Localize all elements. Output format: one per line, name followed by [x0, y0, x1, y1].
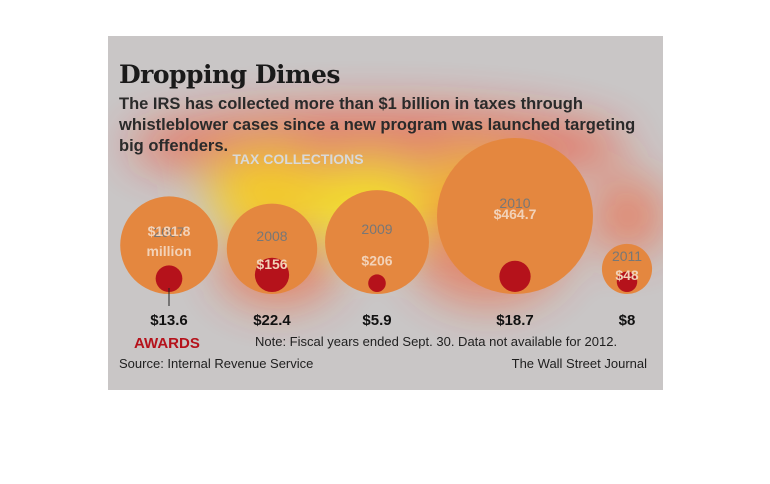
collections-bubble [120, 196, 218, 294]
awards-bubble [499, 260, 531, 292]
award-value-label: $22.4 [253, 312, 291, 329]
awards-bubble [155, 265, 183, 292]
awards-bubble [368, 274, 386, 292]
award-value-label: $5.9 [362, 312, 391, 329]
collections-bubble [437, 138, 593, 294]
collections-value-label: $206 [361, 252, 392, 268]
collections-value-label: $181.8 [148, 223, 191, 239]
bubble-chart: TAX COLLECTIONS 2007$181.8million$13.620… [120, 138, 653, 352]
awards-bubble [254, 257, 290, 292]
year-label: 2009 [361, 221, 392, 237]
awards-label: AWARDS [134, 335, 200, 352]
collections-value-label: $48 [615, 267, 639, 283]
collections-bubble [325, 190, 429, 294]
chart-card: Dropping Dimes The IRS has collected mor… [108, 36, 663, 390]
collections-bubble [226, 203, 318, 294]
awards-bubble [616, 271, 638, 292]
award-value-label: $8 [619, 312, 636, 329]
tax-collections-label: TAX COLLECTIONS [232, 151, 363, 167]
chart-title: Dropping Dimes [119, 60, 340, 89]
award-value-label: $13.6 [150, 312, 188, 329]
award-value-label: $18.7 [496, 312, 534, 329]
collections-value-label: $464.7 [494, 206, 537, 222]
collections-value-label: $156 [256, 256, 287, 272]
source-note: Source: Internal Revenue Service [119, 356, 314, 371]
collections-bubble [601, 243, 653, 294]
year-label: 2010 [499, 195, 530, 211]
collections-unit-label: million [146, 243, 191, 259]
bubble-group: 2007$181.8 million $13.6 2008 $156 $22.4 2009 $… [120, 138, 653, 329]
year-label: 2011 [612, 248, 642, 264]
year-label: 2008 [256, 228, 287, 244]
publisher-credit: The Wall Street Journal [511, 356, 647, 371]
year-label: 2007 [153, 224, 184, 240]
chart-subtitle: The IRS has collected more than $1 billi… [119, 95, 636, 155]
footnote: Note: Fiscal years ended Sept. 30. Data … [255, 334, 618, 349]
